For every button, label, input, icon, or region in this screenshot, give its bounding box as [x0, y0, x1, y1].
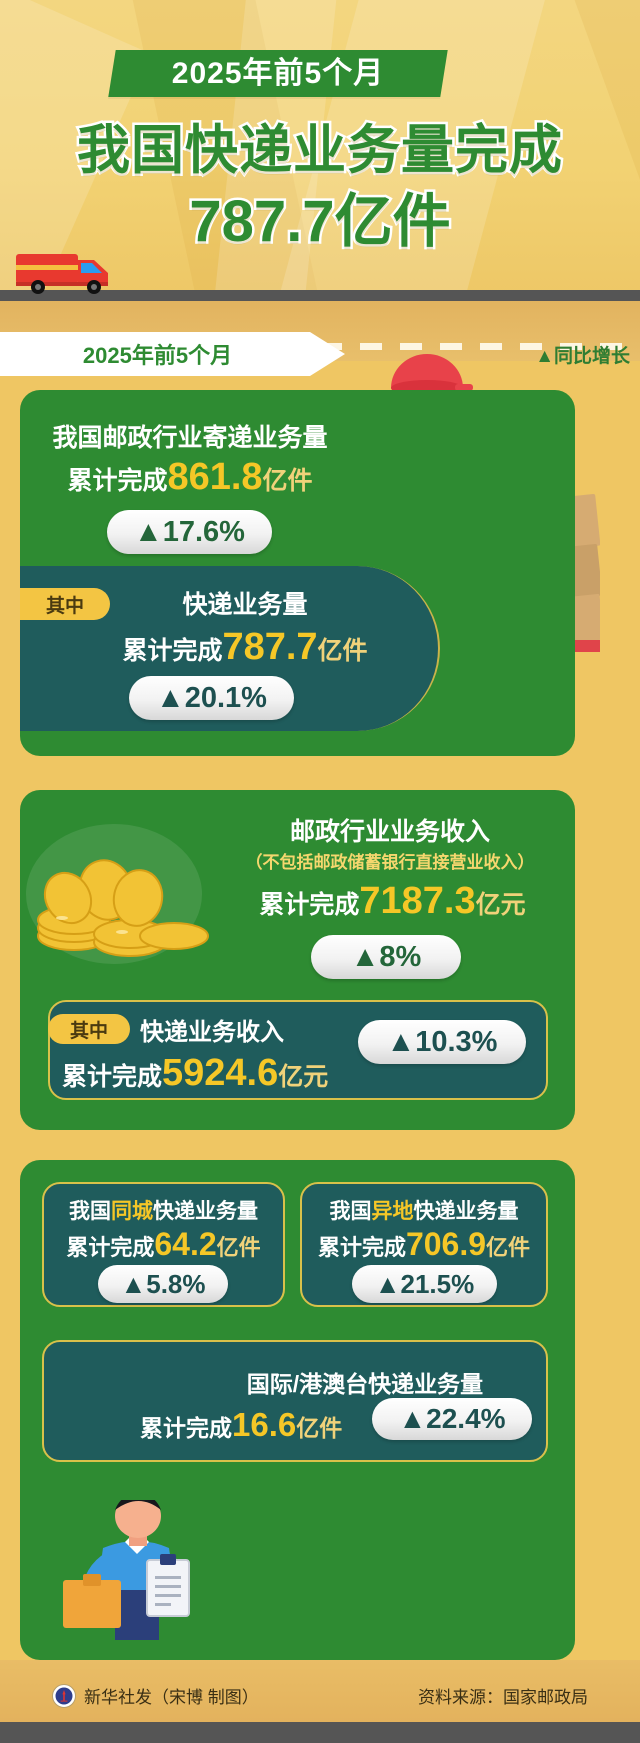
intracity-growth-badge: ▲5.8% — [98, 1265, 228, 1303]
volume-sub-value-row: 累计完成787.7亿件 — [110, 626, 380, 669]
volume-sub-value: 787.7 — [222, 626, 318, 668]
intracity-value-row: 累计完成64.2亿件 — [42, 1226, 285, 1263]
revenue-main-value-row: 累计完成7187.3亿元 — [215, 880, 570, 923]
volume-sub-growth-badge: ▲20.1% — [129, 676, 294, 720]
revenue-sub-title: 快递业务收入 — [140, 1019, 284, 1046]
footer-credit-text: 新华社发（宋博 制图） — [84, 1688, 259, 1707]
volume-main-prefix: 累计完成 — [67, 467, 168, 495]
international-title: 国际/港澳台快递业务量 — [246, 1371, 484, 1397]
intracity-value: 64.2 — [154, 1226, 217, 1262]
international-value-row: 累计完成16.6亿件 — [140, 1406, 342, 1444]
xinhua-logo-icon — [52, 1683, 76, 1708]
intercity-value: 706.9 — [405, 1226, 487, 1262]
clerk-person-illustration — [63, 1500, 190, 1640]
volume-sub-tag: 其中 — [20, 588, 110, 620]
volume-main-growth-badge: ▲17.6% — [107, 510, 272, 554]
bottom-bar — [0, 1722, 640, 1743]
page-title-line1: 我国快递业务量完成 — [75, 119, 565, 183]
gold-coins-illustration — [26, 824, 209, 964]
volume-main-title: 我国邮政行业寄递业务量 — [52, 424, 328, 452]
volume-sub-title: 快递业务量 — [182, 591, 308, 619]
revenue-main-value: 7187.3 — [359, 880, 476, 922]
footer-source-text: 资料来源：国家邮政局 — [418, 1688, 588, 1707]
revenue-sub-unit: 亿元 — [278, 1063, 329, 1091]
page-title-line2: 787.7亿件 — [187, 187, 453, 257]
intercity-title-a: 我国 — [329, 1200, 372, 1223]
volume-sub-unit: 亿件 — [317, 637, 368, 665]
intracity-unit: 亿件 — [216, 1235, 261, 1260]
international-unit: 亿件 — [296, 1415, 343, 1441]
revenue-main-note: （不包括邮政储蓄银行直接营业收入） — [245, 853, 535, 872]
intercity-title: 我国异地快递业务量 — [300, 1195, 548, 1225]
footer-bar — [0, 1660, 640, 1722]
intracity-title-b: 快递业务量 — [153, 1200, 258, 1223]
revenue-sub-growth-badge: ▲10.3% — [358, 1020, 526, 1064]
revenue-sub-tag: 其中 — [48, 1014, 130, 1044]
volume-sub-prefix: 累计完成 — [122, 637, 223, 665]
volume-main-value: 861.8 — [167, 456, 263, 498]
intracity-title-highlight: 同城 — [111, 1200, 153, 1223]
revenue-main-prefix: 累计完成 — [259, 891, 360, 919]
intercity-value-row: 累计完成706.9亿件 — [300, 1226, 548, 1263]
intercity-title-highlight: 异地 — [371, 1200, 414, 1223]
volume-main-value-row: 累计完成861.8亿件 — [40, 456, 340, 499]
footer-credit-group: 新华社发（宋博 制图） — [52, 1683, 259, 1708]
intracity-prefix: 累计完成 — [66, 1235, 155, 1260]
header-kicker-banner: 2025年前5个月 — [108, 50, 448, 97]
intracity-title-a: 我国 — [69, 1200, 111, 1223]
revenue-main-title: 邮政行业业务收入 — [289, 818, 490, 846]
period-label-banner: 2025年前5个月 — [0, 332, 345, 376]
header-kicker-text: 2025年前5个月 — [171, 57, 385, 90]
intracity-title: 我国同城快递业务量 — [42, 1195, 285, 1225]
intercity-growth-badge: ▲21.5% — [352, 1265, 497, 1303]
road-edge — [0, 290, 640, 301]
international-value: 16.6 — [232, 1406, 297, 1443]
revenue-sub-value: 5924.6 — [162, 1052, 279, 1094]
revenue-main-unit: 亿元 — [475, 891, 526, 919]
revenue-sub-value-row: 累计完成5924.6亿元 — [62, 1052, 328, 1095]
legend-yoy-growth: ▲同比增长 — [535, 346, 630, 367]
revenue-sub-prefix: 累计完成 — [62, 1063, 163, 1091]
period-label-text: 2025年前5个月 — [82, 343, 233, 368]
international-growth-badge: ▲22.4% — [372, 1398, 532, 1440]
revenue-main-growth-badge: ▲8% — [311, 935, 461, 979]
intercity-unit: 亿件 — [486, 1235, 531, 1260]
volume-main-unit: 亿件 — [262, 467, 313, 495]
international-prefix: 累计完成 — [140, 1415, 232, 1441]
intercity-title-b: 快递业务量 — [413, 1200, 519, 1223]
delivery-truck-icon — [16, 254, 108, 294]
intercity-prefix: 累计完成 — [317, 1235, 406, 1260]
